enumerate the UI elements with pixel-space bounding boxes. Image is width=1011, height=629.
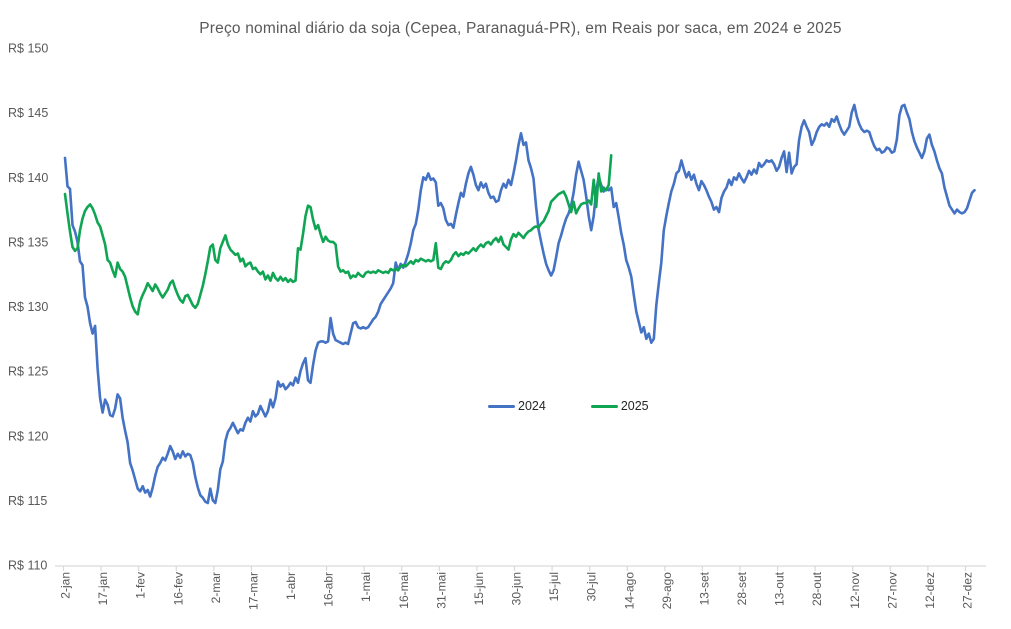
x-axis-tick-label: 12-dez (923, 572, 937, 609)
x-axis-tick-label: 15-jun (472, 572, 486, 605)
x-axis-tick-label: 30-jun (510, 572, 524, 605)
x-axis-tick-label: 16-mai (397, 572, 411, 609)
y-axis-tick-label: R$ 145 (8, 106, 48, 120)
x-axis-tick-label: 29-ago (660, 572, 674, 610)
x-axis-tick-label: 31-mai (434, 572, 448, 609)
legend-label-2025: 2025 (620, 399, 649, 413)
x-axis-tick-label: 1-mai (359, 572, 373, 602)
legend-line-swatch-2025 (590, 404, 618, 408)
x-axis-tick-label: 2-mar (209, 572, 223, 603)
legend-line-swatch-2024 (488, 404, 515, 408)
x-axis-tick-label: 28-out (810, 571, 824, 606)
x-axis-tick-label: 17-jan (96, 572, 110, 605)
x-axis-tick-label: 16-abr (322, 572, 336, 607)
x-axis-tick-label: 1-fev (134, 572, 148, 599)
chart-title: Preço nominal diário da soja (Cepea, Par… (199, 20, 842, 37)
y-axis-tick-label: R$ 150 (8, 42, 48, 56)
x-axis-tick-label: 15-jul (547, 572, 561, 601)
y-axis-tick-label: R$ 120 (8, 429, 48, 443)
x-axis-tick-label: 13-out (773, 571, 787, 606)
x-axis-tick-label: 28-set (735, 571, 749, 605)
legend-label-2024: 2024 (518, 399, 546, 413)
y-axis-tick-label: R$ 130 (8, 300, 48, 314)
x-axis-tick-label: 12-nov (848, 572, 862, 609)
x-axis-tick-label: 2-jan (59, 572, 73, 599)
x-axis-tick-label: 30-jul (585, 572, 599, 601)
x-axis-tick-label: 16-fev (171, 572, 185, 605)
legend-item-2024: 2024 (488, 399, 546, 413)
legend: 2024 2025 (488, 399, 649, 413)
y-axis-tick-label: R$ 140 (8, 171, 48, 185)
y-axis-tick-label: R$ 135 (8, 235, 48, 249)
x-axis-tick-label: 27-nov (885, 572, 899, 609)
x-axis-tick-label: 13-set (697, 571, 711, 605)
legend-item-2025: 2025 (590, 399, 649, 413)
series-line-2024 (63, 103, 976, 505)
y-axis-tick-label: R$ 110 (8, 559, 47, 573)
series-line-2025 (63, 154, 613, 316)
y-axis-tick-label: R$ 115 (8, 494, 47, 508)
x-axis-tick-label: 17-mar (246, 572, 260, 610)
x-axis-tick-label: 14-ago (622, 572, 636, 610)
x-axis-tick-label: 27-dez (961, 572, 975, 609)
x-axis-tick-label: 1-abr (284, 572, 298, 600)
y-axis-tick-label: R$ 125 (8, 365, 48, 379)
